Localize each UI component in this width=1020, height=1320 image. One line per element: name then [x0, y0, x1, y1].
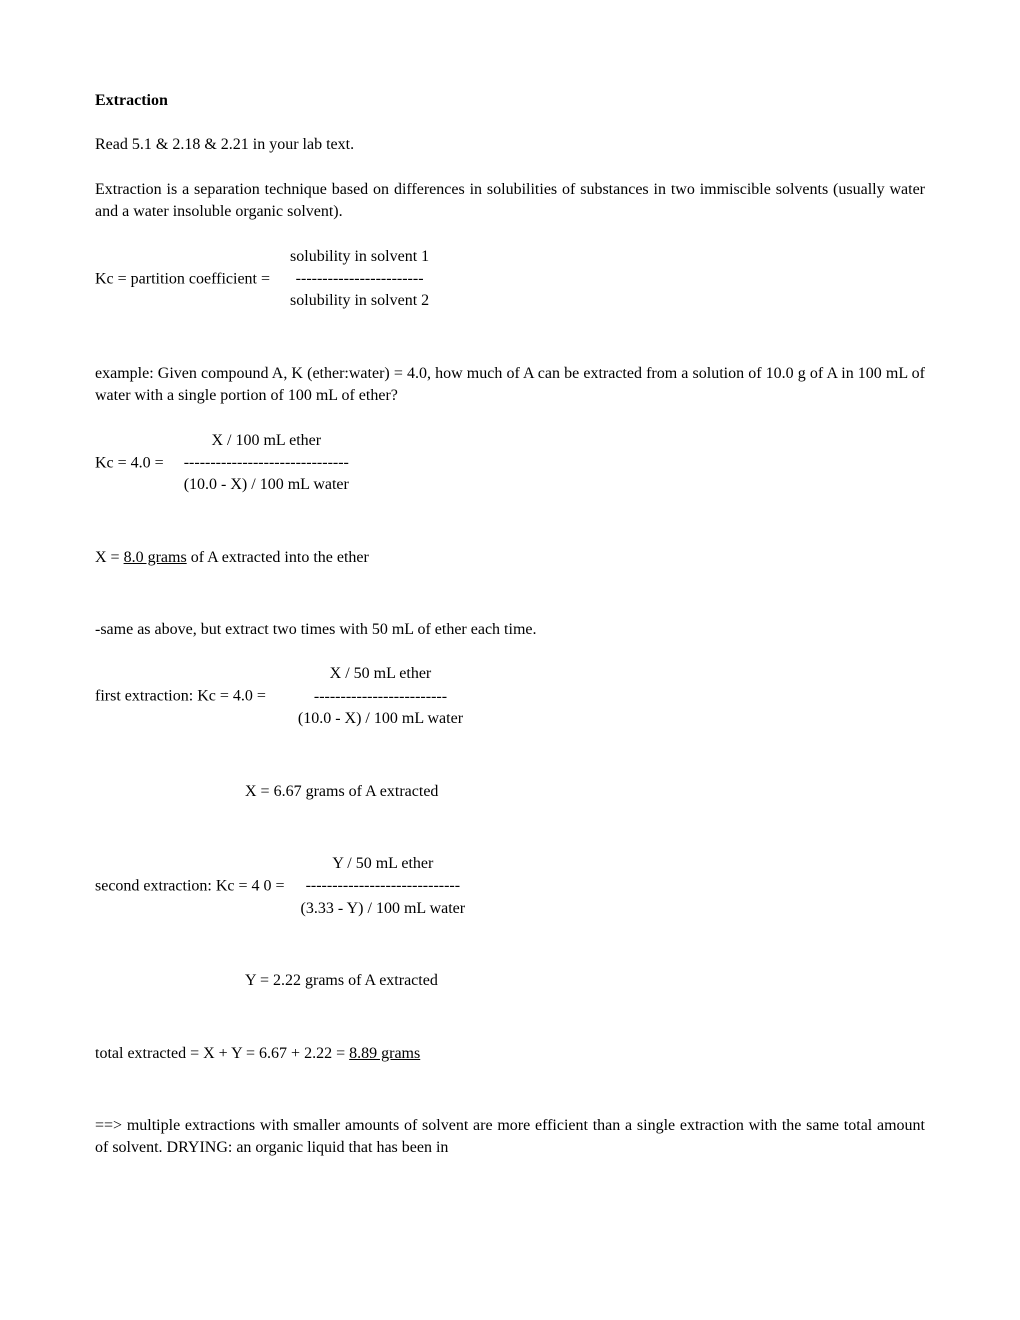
read-instruction: Read 5.1 & 2.18 & 2.21 in your lab text.: [95, 134, 925, 156]
calc1-fraction: X / 100 mL ether -----------------------…: [184, 430, 349, 497]
kc-def-numerator: solubility in solvent 1: [290, 246, 429, 268]
result1-suffix: of A extracted into the ether: [187, 549, 369, 566]
example-paragraph: example: Given compound A, K (ether:wate…: [95, 363, 925, 408]
calc1-left: Kc = 4.0 =: [95, 454, 164, 471]
kc-def-divider: ------------------------: [290, 268, 429, 290]
total-value: 8.89 grams: [349, 1045, 420, 1062]
kc-definition: Kc = partition coefficient = solubility …: [95, 246, 925, 313]
calc2: first extraction: Kc = 4.0 = X / 50 mL e…: [95, 663, 925, 730]
calc1-numerator: X / 100 mL ether: [184, 430, 349, 452]
kc-def-fraction: solubility in solvent 1 ----------------…: [290, 246, 429, 313]
calc2-fraction: X / 50 mL ether ------------------------…: [298, 663, 463, 730]
calc2-divider: -------------------------: [298, 686, 463, 708]
calc3: second extraction: Kc = 4 0 = Y / 50 mL …: [95, 853, 925, 920]
total-line: total extracted = X + Y = 6.67 + 2.22 = …: [95, 1043, 925, 1065]
calc2-numerator: X / 50 mL ether: [298, 663, 463, 685]
result3: Y = 2.22 grams of A extracted: [245, 970, 925, 992]
calc2-left: first extraction: Kc = 4.0 =: [95, 688, 266, 705]
intro-paragraph: Extraction is a separation technique bas…: [95, 179, 925, 224]
total-prefix: total extracted = X + Y = 6.67 + 2.22 =: [95, 1045, 349, 1062]
calc3-divider: -----------------------------: [301, 875, 466, 897]
calc3-denominator: (3.33 - Y) / 100 mL water: [301, 898, 466, 920]
conclusion-paragraph: ==> multiple extractions with smaller am…: [95, 1115, 925, 1160]
result1-prefix: X =: [95, 549, 124, 566]
result2: X = 6.67 grams of A extracted: [245, 781, 925, 803]
page-title: Extraction: [95, 90, 925, 112]
calc1-denominator: (10.0 - X) / 100 mL water: [184, 474, 349, 496]
kc-def-denominator: solubility in solvent 2: [290, 290, 429, 312]
calc2-denominator: (10.0 - X) / 100 mL water: [298, 708, 463, 730]
calc3-fraction: Y / 50 mL ether ------------------------…: [301, 853, 466, 920]
calc1-divider: -------------------------------: [184, 452, 349, 474]
calc1: Kc = 4.0 = X / 100 mL ether ------------…: [95, 430, 925, 497]
calc3-numerator: Y / 50 mL ether: [301, 853, 466, 875]
same-as-line: -same as above, but extract two times wi…: [95, 619, 925, 641]
result1: X = 8.0 grams of A extracted into the et…: [95, 547, 925, 569]
kc-def-left: Kc = partition coefficient =: [95, 270, 270, 287]
calc3-left: second extraction: Kc = 4 0 =: [95, 877, 285, 894]
result1-value: 8.0 grams: [124, 549, 187, 566]
